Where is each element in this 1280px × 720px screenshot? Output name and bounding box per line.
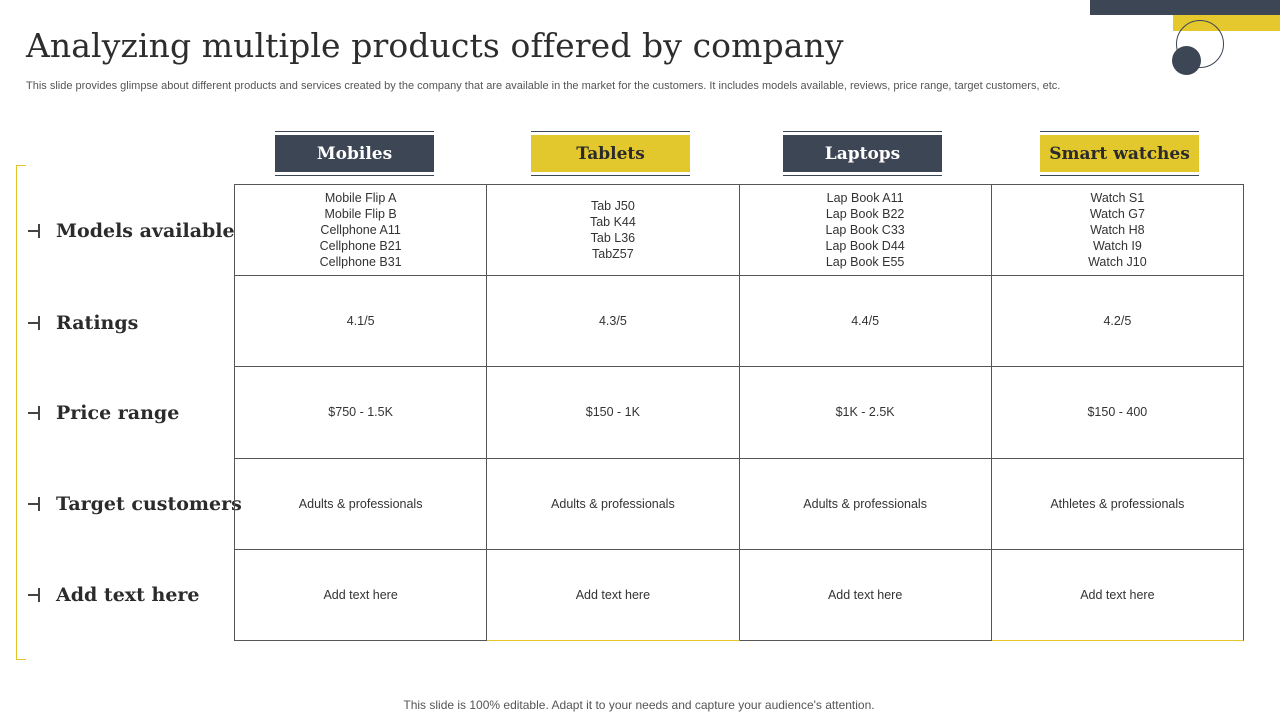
table-cell-models-smart-watches: Watch S1 Watch G7 Watch H8 Watch I9 Watc… [991,185,1244,277]
table-cell-rating: 4.1/5 [235,276,488,368]
table-cell-price: $150 - 400 [991,367,1244,459]
row-label-text: Price range [56,402,180,424]
column-header-laptops: Laptops [783,131,942,176]
model-item: Tab L36 [590,231,636,246]
model-item: Mobile Flip A [324,191,397,206]
row-tick-icon [28,316,42,330]
model-item: Cellphone B21 [319,239,402,254]
table-cell-models-laptops: Lap Book A11 Lap Book B22 Lap Book C33 L… [739,185,992,277]
table-cell-target: Adults & professionals [739,458,992,550]
row-label-models-available: Models available [28,216,235,246]
product-comparison-table: Mobile Flip A Mobile Flip B Cellphone A1… [234,184,1244,641]
table-cell-rating: 4.2/5 [991,276,1244,368]
row-label-text: Add text here [56,584,200,606]
column-header-label: Tablets [531,135,690,172]
row-tick-icon [28,406,42,420]
model-item: Lap Book D44 [825,239,905,254]
model-item: Lap Book B22 [825,207,905,222]
row-label-bracket [16,165,26,660]
column-header-smart-watches: Smart watches [1040,131,1199,176]
table-cell-rating: 4.4/5 [739,276,992,368]
table-cell-models-tablets: Tab J50 Tab K44 Tab L36 TabZ57 [487,185,740,277]
table-cell-placeholder: Add text here [487,549,740,641]
slide-title: Analyzing multiple products offered by c… [26,26,844,65]
table-cell-placeholder: Add text here [991,549,1244,641]
model-item: Tab J50 [590,199,635,214]
slide-subtitle: This slide provides glimpse about differ… [26,80,1061,92]
model-item: Cellphone B31 [319,255,402,270]
row-label-text: Ratings [56,312,139,334]
decorative-circle-filled [1172,46,1201,75]
model-item: Cellphone A11 [320,223,401,238]
row-tick-icon [28,224,42,238]
model-item: Lap Book A11 [826,191,904,206]
column-header-label: Mobiles [275,135,434,172]
slide-footer-note: This slide is 100% editable. Adapt it to… [403,698,875,712]
column-header-label: Laptops [783,135,942,172]
column-header-tablets: Tablets [531,131,690,176]
column-header-mobiles: Mobiles [275,131,434,176]
row-label-add-text: Add text here [28,580,200,610]
row-label-target-customers: Target customers [28,489,242,519]
table-cell-price: $750 - 1.5K [235,367,488,459]
model-item: Watch J10 [1088,255,1147,270]
model-item: Watch G7 [1089,207,1145,222]
model-item: Watch I9 [1092,239,1142,254]
table-cell-price: $150 - 1K [487,367,740,459]
table-cell-placeholder: Add text here [235,549,488,641]
row-tick-icon [28,588,42,602]
table-cell-price: $1K - 2.5K [739,367,992,459]
table-cell-placeholder: Add text here [739,549,992,641]
row-label-text: Target customers [56,493,242,515]
row-tick-icon [28,497,42,511]
table-cell-target: Adults & professionals [235,458,488,550]
decorative-dark-bar [1090,0,1280,15]
column-header-label: Smart watches [1040,135,1199,172]
model-item: Tab K44 [589,215,636,230]
model-item: Lap Book E55 [825,255,905,270]
model-item: Lap Book C33 [825,223,905,238]
row-label-ratings: Ratings [28,308,138,338]
row-label-text: Models available [56,220,235,242]
table-cell-target: Athletes & professionals [991,458,1244,550]
row-label-price-range: Price range [28,398,179,428]
decorative-circle-outline [1176,20,1224,68]
model-item: Watch H8 [1090,223,1145,238]
table-cell-target: Adults & professionals [487,458,740,550]
model-item: Mobile Flip B [324,207,397,222]
model-item: TabZ57 [592,247,634,262]
table-cell-models-mobiles: Mobile Flip A Mobile Flip B Cellphone A1… [235,185,488,277]
table-cell-rating: 4.3/5 [487,276,740,368]
model-item: Watch S1 [1090,191,1145,206]
